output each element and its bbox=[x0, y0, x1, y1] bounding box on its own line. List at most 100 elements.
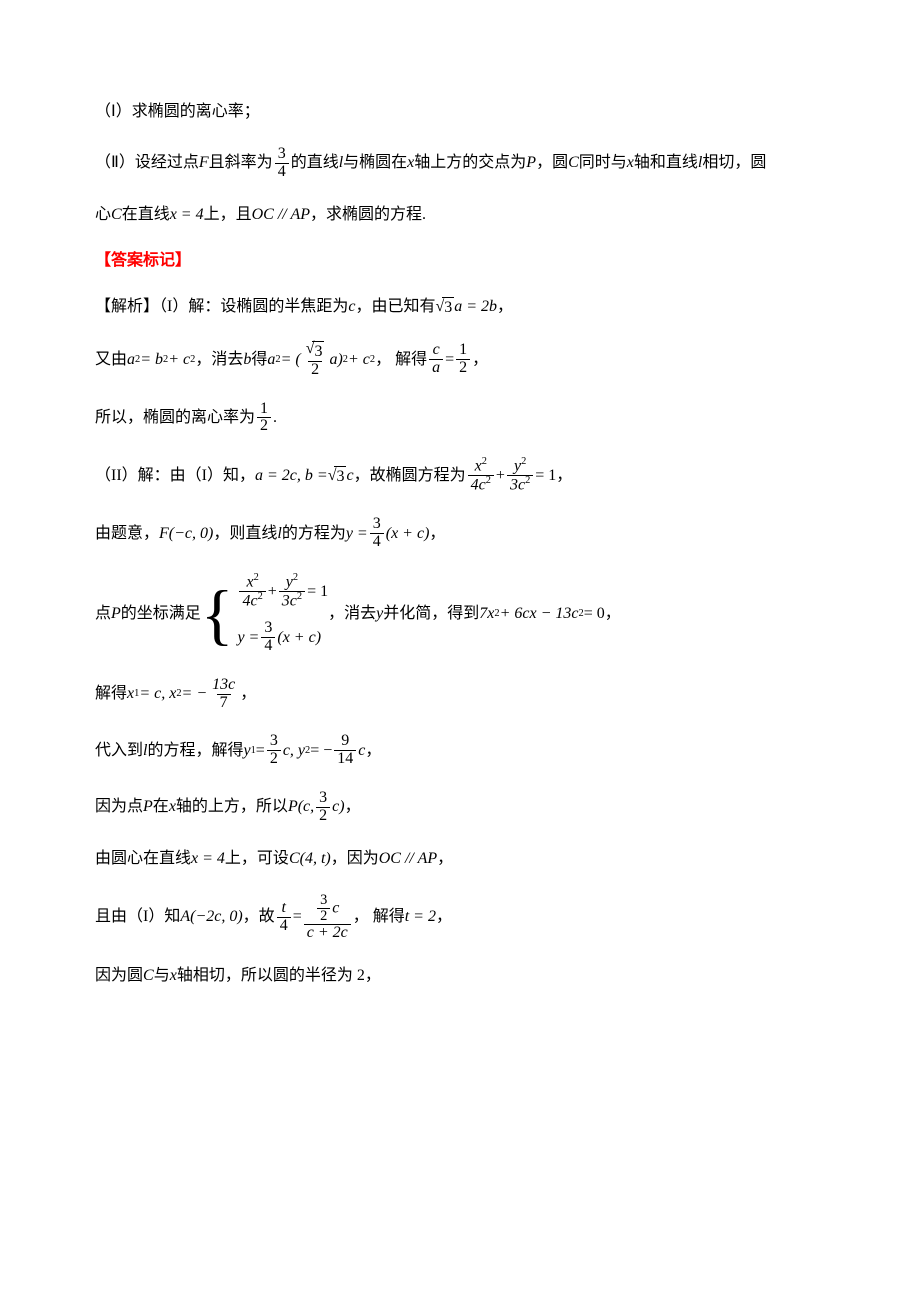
document-page: （Ⅰ）求椭圆的离心率； （Ⅱ）设经过点 F 且斜率为 3 4 的直线 l 与椭圆… bbox=[0, 0, 920, 1302]
paragraph: 因为点 P 在 x 轴的上方，所以 P(c, 3 2 c) ， bbox=[95, 790, 825, 825]
denominator: c + 2c bbox=[304, 924, 351, 942]
numerator: x2 bbox=[243, 573, 261, 591]
sqrt-3: 3 bbox=[328, 464, 347, 488]
var-P: P bbox=[111, 602, 121, 626]
v: y bbox=[286, 573, 293, 590]
eq: x = 4 bbox=[191, 847, 225, 871]
text: 上，可设 bbox=[225, 847, 289, 871]
paragraph: 由题意， F(−c, 0) ，则直线 l 的方程为 y = 3 4 (x + c… bbox=[95, 516, 825, 551]
var-c: c bbox=[348, 295, 355, 319]
text: ， bbox=[345, 795, 361, 819]
text: 轴上方的交点为 bbox=[414, 151, 526, 175]
sup: 2 bbox=[525, 475, 530, 486]
text: 代入到 bbox=[95, 739, 143, 763]
var-P: P bbox=[526, 151, 536, 175]
fraction: 9 14 bbox=[334, 733, 356, 768]
paragraph: 点 P 的坐标满足 { x2 4c2 + y2 3c2 = 1 bbox=[95, 573, 825, 655]
v: x bbox=[246, 573, 253, 590]
sup: 2 bbox=[254, 572, 259, 583]
text: （Ⅰ）求椭圆的离心率； bbox=[95, 100, 260, 124]
sup: 2 bbox=[297, 591, 302, 602]
text: 点 bbox=[95, 602, 111, 626]
fraction: 3 2 bbox=[316, 790, 330, 825]
left-brace-icon: { bbox=[201, 580, 234, 648]
fraction: y2 3c2 bbox=[507, 457, 533, 494]
term: a bbox=[127, 348, 135, 372]
fraction: 3 2 bbox=[267, 733, 281, 768]
eq: = 1 bbox=[535, 464, 556, 488]
eq: = bbox=[445, 348, 454, 372]
numerator: t bbox=[278, 900, 288, 917]
fraction: x2 4c2 bbox=[468, 457, 494, 494]
sup: 2 bbox=[258, 591, 263, 602]
text: ， bbox=[472, 348, 488, 372]
v: 4c bbox=[242, 592, 257, 609]
term: a) bbox=[329, 348, 342, 372]
eq-x4: x = 4 bbox=[170, 203, 204, 227]
text: ，故椭圆方程为 bbox=[354, 464, 466, 488]
numerator: 3 bbox=[316, 790, 330, 807]
var-x: x bbox=[169, 795, 176, 819]
paragraph: 又由 a2 = b2 + c2 ，消去 b 得 a2 = ( 3 2 a)2 +… bbox=[95, 341, 825, 379]
numerator: 3 2 c bbox=[312, 893, 342, 924]
eq: y = bbox=[346, 522, 368, 546]
var-x: x bbox=[627, 151, 634, 175]
P-coord: P(c, bbox=[288, 795, 314, 819]
text: ， bbox=[365, 739, 381, 763]
denominator: 2 bbox=[257, 417, 271, 435]
text: ， 解得 bbox=[375, 348, 427, 372]
paragraph: （II）解：由（I）知， a = 2c, b = 3 c ，故椭圆方程为 x2 … bbox=[95, 457, 825, 494]
denominator: 2 bbox=[317, 908, 330, 924]
text: ， bbox=[437, 847, 453, 871]
fraction: 1 2 bbox=[456, 342, 470, 377]
text: 的直线 bbox=[291, 151, 339, 175]
var-x: x bbox=[407, 151, 414, 175]
var: x bbox=[127, 682, 134, 706]
eq: = c, x bbox=[139, 682, 176, 706]
term: 7x bbox=[479, 602, 494, 626]
text: 得 bbox=[251, 348, 267, 372]
eq: y = bbox=[237, 626, 259, 650]
text: . bbox=[273, 406, 277, 430]
term: = b bbox=[140, 348, 163, 372]
sqrt-3: 3 bbox=[306, 341, 325, 361]
numerator: 3 bbox=[370, 516, 384, 533]
fraction: 3 2 bbox=[317, 893, 330, 924]
term: = 0 bbox=[584, 602, 605, 626]
eq: = 1 bbox=[307, 580, 328, 604]
numerator: 1 bbox=[257, 401, 271, 418]
answer-label: 【答案标记】 bbox=[95, 249, 191, 273]
term: + c bbox=[348, 348, 370, 372]
var-F: F bbox=[199, 151, 209, 175]
text: 由题意， bbox=[95, 522, 159, 546]
sup: 2 bbox=[486, 475, 491, 486]
A: A(−2c, 0) bbox=[180, 905, 242, 929]
paragraph: 因为圆 C 与 x 轴相切，所以圆的半径为 2， bbox=[95, 964, 825, 988]
text: 的方程，解得 bbox=[147, 739, 243, 763]
text: 的坐标满足 bbox=[121, 602, 201, 626]
text: ， bbox=[605, 602, 621, 626]
term: a bbox=[267, 348, 275, 372]
parallel: OC // AP bbox=[379, 847, 437, 871]
F: F(−c, 0) bbox=[159, 522, 213, 546]
text: ，因为 bbox=[331, 847, 379, 871]
fraction: 3 4 bbox=[261, 620, 275, 655]
term: + c bbox=[168, 348, 190, 372]
numerator: 13c bbox=[209, 677, 238, 694]
denominator: 3c2 bbox=[507, 475, 533, 494]
sqrt-3: 3 bbox=[435, 295, 454, 319]
fraction-3-4: 3 4 bbox=[275, 146, 289, 181]
var-P: P bbox=[143, 795, 153, 819]
paragraph: 代入到 l 的方程，解得 y1 = 3 2 c, y2 = − 9 14 c ， bbox=[95, 733, 825, 768]
eq: a = 2b bbox=[454, 295, 497, 319]
system-line: x2 4c2 + y2 3c2 = 1 bbox=[237, 573, 328, 610]
numerator: 3 bbox=[275, 146, 289, 163]
text: 所以，椭圆的离心率为 bbox=[95, 406, 255, 430]
denominator: 2 bbox=[308, 361, 322, 379]
text: ，则直线 bbox=[213, 522, 277, 546]
text: 因为圆 bbox=[95, 964, 143, 988]
text: 解得 bbox=[95, 682, 127, 706]
text: （II）解：由（I）知， bbox=[95, 464, 255, 488]
denominator: a bbox=[429, 359, 443, 377]
v: 3c bbox=[282, 592, 297, 609]
